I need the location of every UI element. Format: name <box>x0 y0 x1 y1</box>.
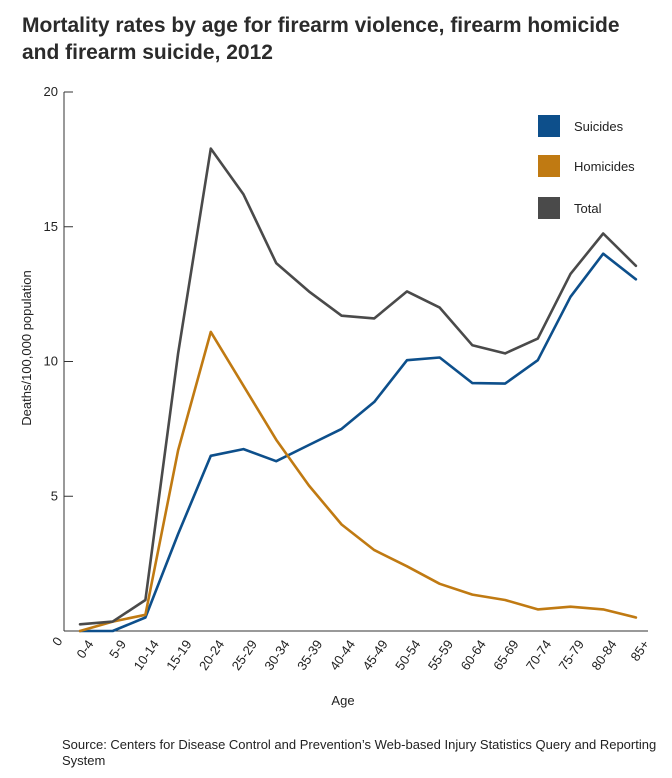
x-tick-label: 45-49 <box>359 637 390 673</box>
x-tick-label: 10-14 <box>130 637 161 673</box>
source-note: Source: Centers for Disease Control and … <box>62 737 657 768</box>
x-tick-label: 5-9 <box>106 637 129 661</box>
chart-title: Mortality rates by age for firearm viole… <box>22 14 620 64</box>
y-axis-label: Deaths/100,000 population <box>19 270 34 425</box>
chart-axes: 5 10 15 20 0 0-4 5-9 10-14 15-19 20-24 25-29 30-34 3… <box>44 84 653 673</box>
legend-label-homicides: Homicides <box>574 159 635 174</box>
x-tick-label: 80-84 <box>588 637 619 673</box>
chart-legend: Suicides Homicides Total <box>538 115 635 219</box>
y-tick-label: 15 <box>44 219 58 234</box>
x-tick-label: 25-29 <box>229 637 260 673</box>
legend-label-suicides: Suicides <box>574 119 624 134</box>
legend-swatch-total <box>538 197 560 219</box>
x-axis-label: Age <box>331 693 354 708</box>
x-tick-label: 15-19 <box>163 637 194 673</box>
x-tick-label: 40-44 <box>327 637 358 673</box>
legend-swatch-homicides <box>538 155 560 177</box>
y-tick-label: 5 <box>51 488 58 503</box>
x-tick-label: 50-54 <box>392 637 423 673</box>
x-tick-label: 55-59 <box>425 637 456 673</box>
x-tick-label: 75-79 <box>556 637 587 673</box>
y-tick-label: 20 <box>44 84 58 99</box>
series-line-total <box>78 147 638 626</box>
y-tick-label: 10 <box>44 354 58 369</box>
x-tick-label: 65-69 <box>490 637 521 673</box>
series-line-suicides <box>78 252 638 633</box>
x-tick-label: 60-64 <box>457 637 488 673</box>
y-tick-label: 0 <box>49 634 65 649</box>
x-tick-label: 0-4 <box>73 637 96 661</box>
legend-swatch-suicides <box>538 115 560 137</box>
x-tick-label: 30-34 <box>261 637 292 673</box>
x-tick-label: 35-39 <box>294 637 325 673</box>
chart-series-lines <box>78 147 638 633</box>
series-line-homicides <box>78 330 638 633</box>
x-tick-label: 20-24 <box>196 637 227 673</box>
line-chart: 5 10 15 20 0 0-4 5-9 10-14 15-19 20-24 25-29 30-34 3… <box>19 84 653 708</box>
x-tick-label: 70-74 <box>523 637 554 673</box>
legend-label-total: Total <box>574 201 602 216</box>
x-tick-label: 85+ <box>627 637 652 664</box>
